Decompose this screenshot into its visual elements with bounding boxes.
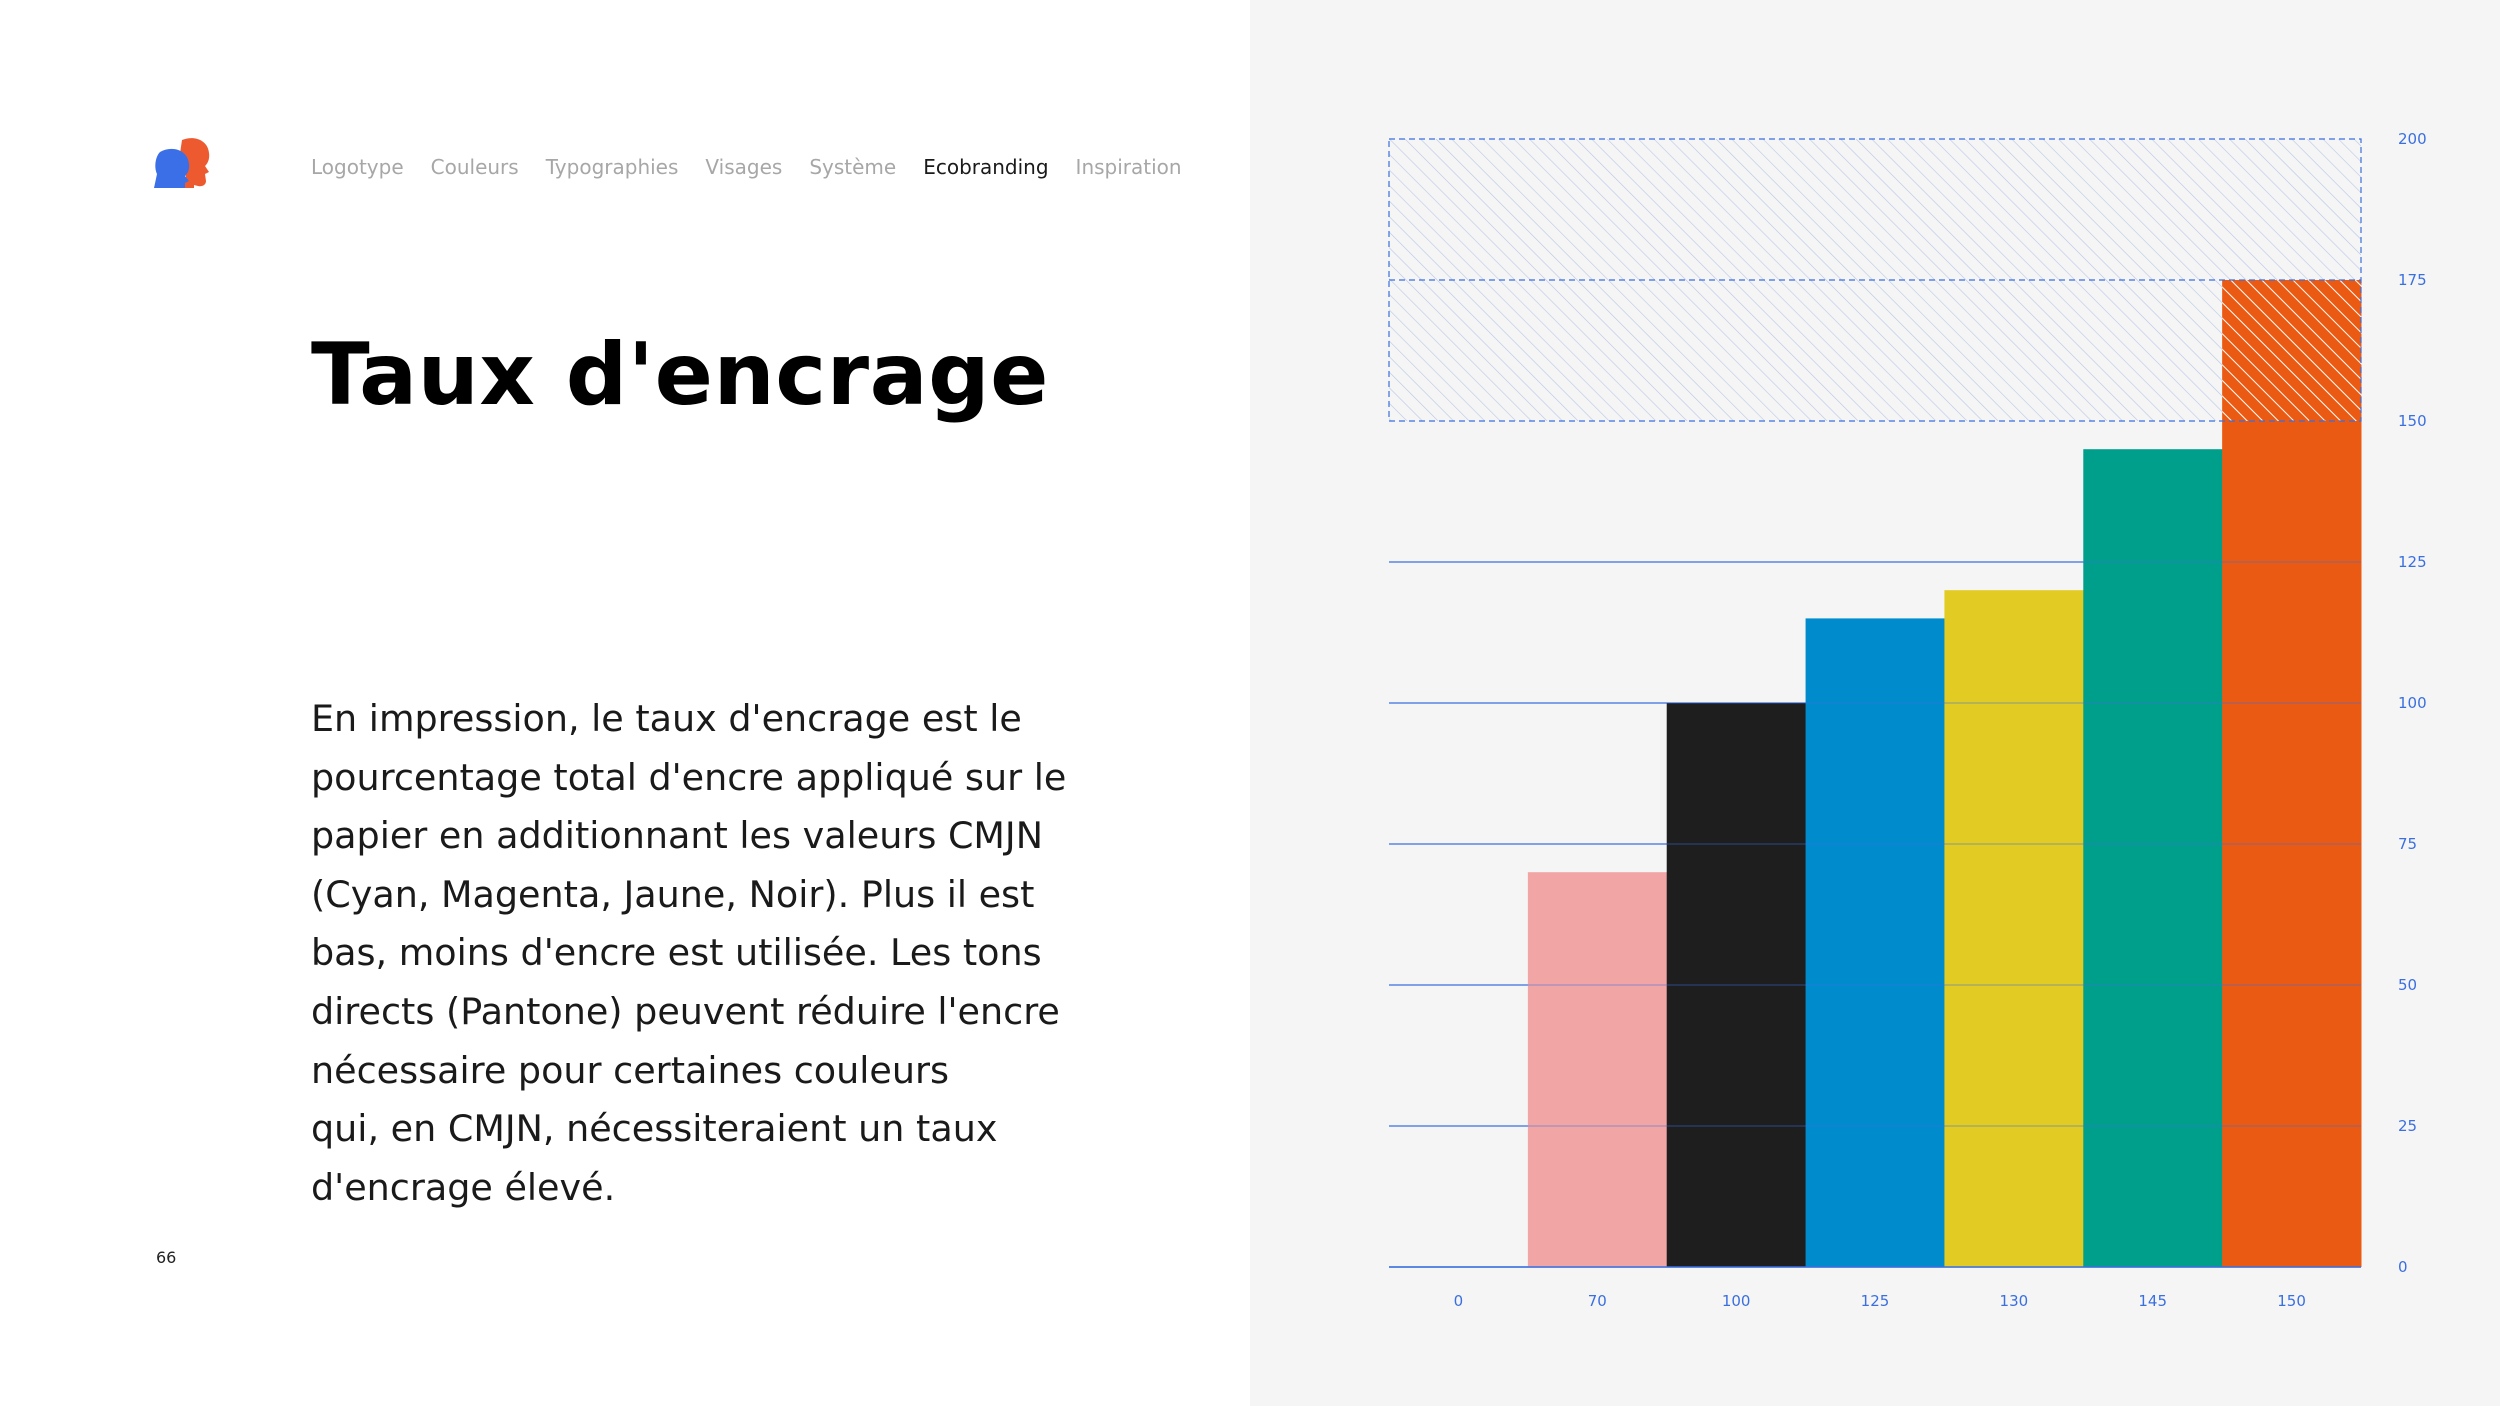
y-tick-label: 75: [2398, 835, 2417, 853]
body-paragraph: En impression, le taux d'encrage est le …: [311, 690, 1101, 1217]
x-tick-label: 0: [1454, 1292, 1464, 1310]
bar-70: [1527, 872, 1668, 1267]
paragraph-line: directs (Pantone) peuvent réduire l'encr…: [311, 989, 1060, 1033]
paragraph-line: qui, en CMJN, nécessiteraient un taux: [311, 1107, 998, 1151]
left-panel: [0, 0, 1250, 1406]
nav-item-systeme[interactable]: Système: [809, 155, 897, 179]
x-tick-label: 100: [1722, 1292, 1751, 1310]
y-tick-label: 50: [2398, 976, 2417, 994]
top-nav: Logotype Couleurs Typographies Visages S…: [311, 155, 1182, 179]
page-title: Taux d'encrage: [311, 325, 1049, 425]
logo-icon: [154, 138, 210, 188]
x-tick-label: 130: [2000, 1292, 2029, 1310]
bar-130: [1944, 590, 2084, 1267]
y-tick-label: 125: [2398, 553, 2427, 571]
x-tick-label: 150: [2277, 1292, 2306, 1310]
page-number: 66: [156, 1248, 177, 1267]
paragraph-line: nécessaire pour certaines couleurs: [311, 1048, 950, 1092]
paragraph-line: pourcentage total d'encre appliqué sur l…: [311, 755, 1067, 799]
y-tick-label: 100: [2398, 694, 2427, 712]
paragraph-line: (Cyan, Magenta, Jaune, Noir). Plus il es…: [311, 872, 1035, 916]
y-tick-label: 0: [2398, 1258, 2408, 1276]
y-tick-label: 150: [2398, 412, 2427, 430]
y-tick-label: 25: [2398, 1117, 2417, 1135]
nav-item-typographies[interactable]: Typographies: [545, 155, 679, 179]
nav-item-logotype[interactable]: Logotype: [311, 155, 404, 179]
paragraph-line: d'encrage élevé.: [311, 1165, 616, 1209]
nav-item-visages[interactable]: Visages: [705, 155, 783, 179]
x-tick-label: 125: [1861, 1292, 1890, 1310]
ink-coverage-chart: 0 25 50 75 100 125 150 175 200 0 70 100 125 130 145 15…: [1388, 130, 2427, 1310]
paragraph-line: bas, moins d'encre est utilisée. Les ton…: [311, 931, 1042, 975]
nav-item-inspiration[interactable]: Inspiration: [1075, 155, 1182, 179]
paragraph-line: papier en additionnant les valeurs CMJN: [311, 814, 1043, 858]
bar-145: [2083, 449, 2223, 1267]
bar-overflow-hatch: [2222, 280, 2362, 421]
y-tick-label: 175: [2398, 271, 2427, 289]
paragraph-line: En impression, le taux d'encrage est le: [311, 697, 1022, 740]
bar-125: [1805, 618, 1945, 1267]
nav-item-couleurs[interactable]: Couleurs: [430, 155, 519, 179]
x-tick-label: 145: [2138, 1292, 2167, 1310]
y-tick-label: 200: [2398, 130, 2427, 148]
x-tick-label: 70: [1588, 1292, 1607, 1310]
nav-item-ecobranding[interactable]: Ecobranding: [923, 155, 1049, 179]
bar-150: [2222, 280, 2362, 1267]
